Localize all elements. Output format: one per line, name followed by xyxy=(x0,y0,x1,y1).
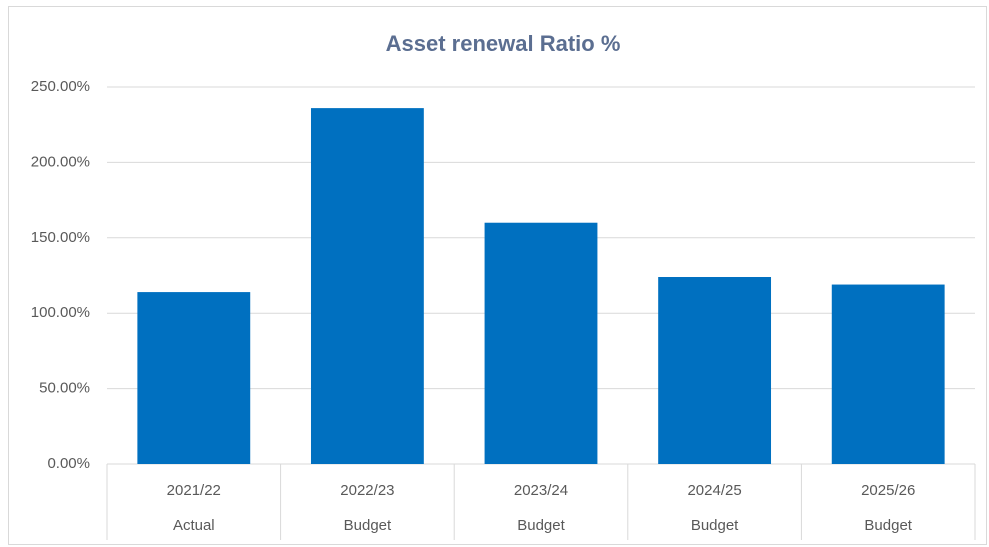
bar xyxy=(137,292,251,464)
x-group-label: Budget xyxy=(691,517,739,534)
y-tick-label: 150.00% xyxy=(31,229,90,246)
y-tick-label: 200.00% xyxy=(31,153,90,170)
bar xyxy=(310,108,424,464)
x-tick-label: 2022/23 xyxy=(340,482,394,499)
y-tick-label: 0.00% xyxy=(47,455,90,472)
x-tick-label: 2024/25 xyxy=(687,482,741,499)
x-group-label: Budget xyxy=(344,517,392,534)
y-tick-label: 50.00% xyxy=(39,380,90,397)
chart-title: Asset renewal Ratio % xyxy=(386,31,621,56)
bar xyxy=(658,277,772,464)
x-group-label: Budget xyxy=(517,517,565,534)
x-tick-label: 2025/26 xyxy=(861,482,915,499)
y-tick-label: 250.00% xyxy=(31,78,90,95)
x-group-label: Budget xyxy=(864,517,912,534)
x-tick-label: 2021/22 xyxy=(167,482,221,499)
bar xyxy=(831,284,945,464)
x-group-label: Actual xyxy=(173,517,215,534)
y-tick-label: 100.00% xyxy=(31,304,90,321)
bar xyxy=(484,222,598,464)
x-tick-label: 2023/24 xyxy=(514,482,568,499)
